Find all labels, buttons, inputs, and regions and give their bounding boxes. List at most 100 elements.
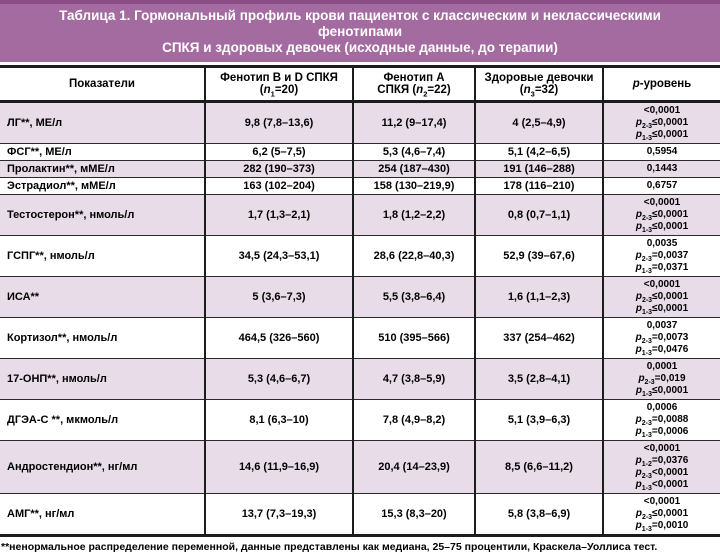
- p-value-text: <0,0001: [643, 496, 681, 507]
- p-value-text: 0,1443: [646, 163, 678, 174]
- p-value-text: <0,0001: [643, 197, 681, 208]
- p-value-text: 0,5954: [646, 146, 678, 157]
- group-n-count: (n3=32): [478, 84, 600, 98]
- p-line: p2-3=0,0073: [608, 332, 716, 345]
- indicator-cell: ДГЭА-С **, мкмоль/л: [0, 399, 205, 441]
- p-value-text: <0,0001: [643, 279, 681, 290]
- table-title-band: Таблица 1. Гормональный профиль крови па…: [0, 0, 720, 62]
- value-cell-1: 11,2 (9–17,4): [352, 101, 475, 144]
- table-row: ЛГ**, МЕ/л 9,8 (7,8–13,6) 11,2 (9–17,4) 4 (…: [0, 101, 720, 144]
- p-line: p2-3≤0,0001: [608, 508, 716, 521]
- n-subscript: 1: [270, 89, 275, 99]
- p-value-cell: <0,0001 p2-3≤0,0001 p1-3≤0,0001: [602, 276, 720, 318]
- column-header-phenotype-bd: Фенотип B и D СПКЯ (n1=20): [204, 68, 353, 103]
- p-variable: p: [632, 78, 640, 90]
- p-line: p1-3<0,0001: [608, 479, 716, 492]
- p-value-cell: <0,0001 p2-3≤0,0001 p1-3≤0,0001: [602, 194, 720, 236]
- p-line: 0,0035: [608, 238, 716, 250]
- indicator-cell: Пролактин**, мМЕ/л: [0, 160, 205, 178]
- p-variable: p: [635, 262, 642, 273]
- p-subscript: 1-3: [641, 391, 653, 398]
- p-value-text: ≤0,0001: [652, 209, 689, 220]
- p-line: p2-3=0,019: [608, 373, 716, 386]
- p-value-text: =0,0371: [651, 262, 689, 273]
- table-row: ДГЭА-С **, мкмоль/л 8,1 (6,3–10) 7,8 (4,9–…: [0, 399, 720, 441]
- p-value-cell: 0,5954: [602, 143, 720, 161]
- p-value-text: <0,0001: [643, 443, 681, 454]
- p-value-text: =0,0037: [651, 250, 689, 261]
- p-line: 0,5954: [608, 146, 716, 158]
- p-line: <0,0001: [608, 105, 716, 117]
- p-value-text: 0,6757: [646, 180, 678, 191]
- indicator-cell: ГСПГ**, нмоль/л: [0, 235, 205, 277]
- p-value-text: ≤0,0001: [652, 129, 689, 140]
- p-value-text: =0,0376: [651, 455, 689, 466]
- table-row: АМГ**, нг/мл 13,7 (7,3–19,3) 15,3 (8,3–20)…: [0, 493, 720, 537]
- p-variable: p: [635, 414, 642, 425]
- p-line: <0,0001: [608, 443, 716, 455]
- value-cell-1: 5,3 (4,6–7,4): [352, 143, 475, 161]
- p-value-text: ≤0,0001: [652, 385, 689, 396]
- table-row: 17-ОНП**, нмоль/л 5,3 (4,6–6,7) 4,7 (3,8–5…: [0, 358, 720, 400]
- p-subscript: 1-3: [641, 309, 653, 316]
- p-variable: p: [635, 520, 642, 531]
- n-pre: СПКЯ (: [377, 84, 417, 96]
- p-variable: p: [635, 479, 642, 490]
- table-row: Андростендион**, нг/мл 14,6 (11,9–16,9) 20…: [0, 440, 720, 494]
- n-variable: n: [416, 84, 424, 96]
- indicator-cell: Кортизол**, нмоль/л: [0, 317, 205, 359]
- indicator-cell: Тестостерон**, нмоль/л: [0, 194, 205, 236]
- indicator-cell: Эстрадиол**, мМЕ/л: [0, 177, 205, 195]
- p-line: p1-2=0,0376: [608, 455, 716, 468]
- p-line: 0,1443: [608, 163, 716, 175]
- value-cell-2: 191 (146–288): [474, 160, 603, 178]
- value-cell-1: 5,5 (3,8–6,4): [352, 276, 475, 318]
- group-n-count: (n1=20): [208, 84, 350, 99]
- p-value-cell: 0,1443: [602, 160, 720, 178]
- p-value-text: 0,0001: [646, 361, 678, 372]
- p-value-text: <0,0001: [651, 467, 689, 478]
- column-header-healthy-girls: Здоровые девочки (n3=32): [474, 68, 603, 103]
- value-cell-1: 4,7 (3,8–5,9): [352, 358, 475, 400]
- n-post: =20): [274, 84, 299, 96]
- p-value-cell: 0,6757: [602, 177, 720, 195]
- table-row: ИСА** 5 (3,6–7,3) 5,5 (3,8–6,4) 1,6 (1,1–2,…: [0, 276, 720, 318]
- p-value-cell: <0,0001 p2-3≤0,0001 p1-3=0,0010: [602, 493, 720, 537]
- value-cell-2: 5,1 (4,2–6,5): [474, 143, 603, 161]
- p-variable: p: [635, 117, 642, 128]
- column-header-phenotype-a: Фенотип A СПКЯ (n2=22): [352, 68, 475, 103]
- p-value-cell: 0,0037 p2-3=0,0073 p1-3=0,0476: [602, 317, 720, 359]
- value-cell-2: 337 (254–462): [474, 317, 603, 359]
- p-value-text: =0,0073: [651, 332, 689, 343]
- p-line: p1-3≤0,0001: [608, 385, 716, 398]
- table-row: Кортизол**, нмоль/л 464,5 (326–560) 510 (3…: [0, 317, 720, 359]
- p-subscript: 2-3: [644, 379, 655, 386]
- p-line: p1-3≤0,0001: [608, 221, 716, 234]
- value-cell-0: 1,7 (1,3–2,1): [204, 194, 353, 236]
- p-variable: p: [635, 303, 642, 314]
- value-cell-2: 8,5 (6,6–11,2): [474, 440, 603, 494]
- p-subscript: 2-3: [641, 420, 652, 427]
- p-value-text: 0,0037: [646, 320, 678, 331]
- p-subscript: 2-3: [641, 123, 653, 130]
- hormone-profile-table: Показатели Фенотип B и D СПКЯ (n1=20) Фенот…: [0, 68, 720, 537]
- p-value-text: ≤0,0001: [652, 117, 689, 128]
- p-line: p1-3=0,0371: [608, 262, 716, 275]
- value-cell-0: 8,1 (6,3–10): [204, 399, 353, 441]
- column-header-indicators: Показатели: [0, 68, 205, 103]
- p-value-cell: 0,0035 p2-3=0,0037 p1-3=0,0371: [602, 235, 720, 277]
- n-pre: (: [259, 84, 264, 96]
- value-cell-0: 282 (190–373): [204, 160, 353, 178]
- p-line: p2-3<0,0001: [608, 467, 716, 480]
- p-line: p1-3≤0,0001: [608, 303, 716, 316]
- p-line: 0,0006: [608, 402, 716, 414]
- table-row: Тестостерон**, нмоль/л 1,7 (1,3–2,1) 1,8 (…: [0, 194, 720, 236]
- indicator-cell: Андростендион**, нг/мл: [0, 440, 205, 494]
- value-cell-0: 5,3 (4,6–6,7): [204, 358, 353, 400]
- header-row: Показатели Фенотип B и D СПКЯ (n1=20) Фенот…: [0, 68, 720, 103]
- value-cell-2: 5,1 (3,9–6,3): [474, 399, 603, 441]
- p-variable: p: [635, 332, 642, 343]
- p-value-text: 0,0035: [646, 238, 678, 249]
- p-subscript: 1-3: [641, 227, 653, 234]
- n-variable: n: [263, 84, 271, 96]
